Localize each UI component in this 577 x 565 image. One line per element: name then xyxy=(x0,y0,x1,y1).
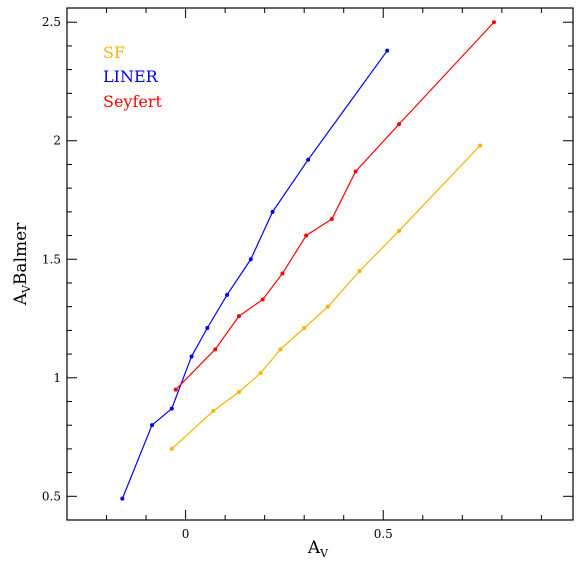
x-axis-title: AV xyxy=(307,538,329,560)
series-sf xyxy=(169,143,483,451)
data-point-sf xyxy=(478,143,483,148)
legend-seyfert: Seyfert xyxy=(103,92,163,111)
data-point-seyfert xyxy=(329,216,334,221)
series-line-liner xyxy=(121,50,388,499)
data-point-sf xyxy=(357,269,362,274)
data-point-liner xyxy=(120,496,125,501)
axis-ticks xyxy=(66,8,573,521)
x-tick-label: 0 xyxy=(182,527,190,541)
series-line-sf xyxy=(171,145,481,450)
y-tick-labels: 0.5 1 1.5 2 2.5 xyxy=(42,15,61,503)
data-point-liner xyxy=(225,292,230,297)
legend-liner: LINER xyxy=(103,67,159,86)
data-point-sf xyxy=(169,446,174,451)
plot-frame xyxy=(66,7,574,521)
y-tick-label: 2 xyxy=(53,134,61,148)
data-point-sf xyxy=(236,390,241,394)
data-point-liner xyxy=(248,257,253,262)
series-seyfert xyxy=(173,20,496,392)
data-point-liner xyxy=(149,423,154,428)
data-point-seyfert xyxy=(173,387,178,392)
data-point-sf xyxy=(397,228,402,233)
y-tick-label: 2.5 xyxy=(42,15,61,29)
data-point-seyfert xyxy=(353,169,358,174)
data-point-sf xyxy=(325,304,330,309)
data-point-sf xyxy=(258,371,263,376)
series-liner xyxy=(120,48,390,501)
data-point-liner xyxy=(205,326,210,330)
legend: SF LINER Seyfert xyxy=(103,43,163,111)
data-point-seyfert xyxy=(260,297,265,302)
data-point-sf xyxy=(211,408,216,413)
x-tick-label: 0.5 xyxy=(374,527,393,541)
x-tick-labels: 0 0.5 xyxy=(182,527,393,541)
data-point-liner xyxy=(306,157,311,162)
data-point-sf xyxy=(302,326,307,330)
data-point-liner xyxy=(385,48,390,53)
y-tick-label: 0.5 xyxy=(42,489,61,503)
data-point-seyfert xyxy=(304,233,309,238)
data-point-seyfert xyxy=(491,20,496,25)
series-layer xyxy=(120,20,496,501)
data-point-seyfert xyxy=(213,347,218,352)
data-point-seyfert xyxy=(397,122,402,127)
legend-sf: SF xyxy=(103,43,125,62)
y-tick-label: 1.5 xyxy=(42,252,61,266)
series-line-seyfert xyxy=(175,21,495,391)
data-point-seyfert xyxy=(236,314,241,319)
y-axis-title: AVBalmer xyxy=(11,222,33,306)
data-point-sf xyxy=(278,347,283,352)
data-point-liner xyxy=(169,406,174,411)
y-tick-label: 1 xyxy=(53,371,61,385)
data-point-seyfert xyxy=(280,271,285,276)
data-point-liner xyxy=(270,209,275,214)
data-point-liner xyxy=(189,354,194,359)
